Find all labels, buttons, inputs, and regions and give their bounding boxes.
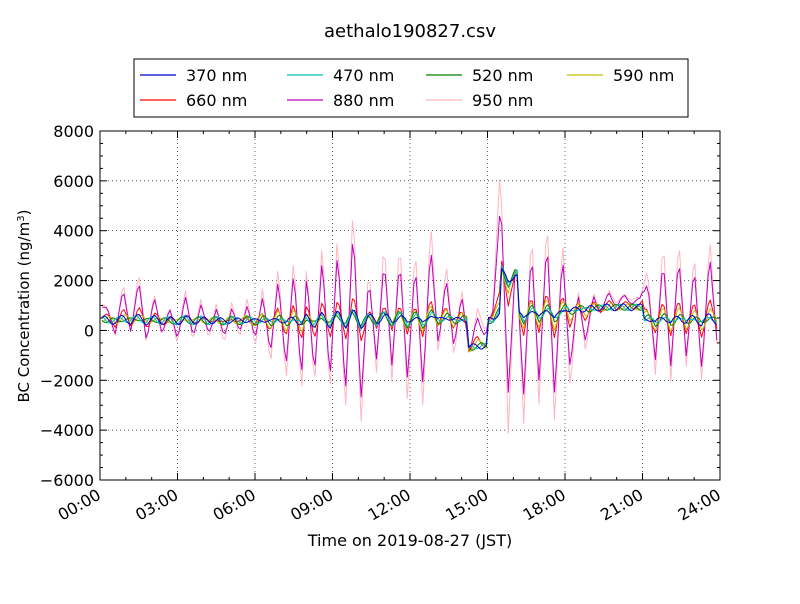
x-tick-label: 03:00 (132, 485, 181, 525)
series-line-520nm (101, 266, 718, 351)
x-tick-label: 21:00 (597, 485, 646, 525)
chart-title: aethalo190827.csv (324, 21, 496, 42)
x-tick-label: 18:00 (520, 485, 569, 525)
x-tick-label: 12:00 (365, 485, 414, 525)
legend-frame (133, 58, 689, 118)
y-tick-label: 4000 (53, 222, 94, 241)
x-axis-label: Time on 2019-08-27 (JST) (307, 531, 512, 550)
legend-entry-950nm: 950 nm (472, 91, 533, 110)
y-tick-label: 0 (84, 321, 94, 340)
y-axis-label-main: BC Concentration (ng/m (15, 222, 33, 403)
y-tick-label: −2000 (40, 371, 94, 390)
legend-entry-660nm: 660 nm (186, 91, 247, 110)
y-tick-label: 6000 (53, 172, 94, 191)
x-tick-label: 06:00 (210, 485, 259, 525)
y-tick-label: −4000 (40, 421, 94, 440)
y-tick-label: 8000 (53, 122, 94, 141)
x-tick-label: 00:00 (55, 485, 104, 525)
y-tick-label: 2000 (53, 272, 94, 291)
legend-entry-520nm: 520 nm (472, 66, 533, 85)
grid-layer (100, 131, 720, 480)
x-tick-label: 24:00 (675, 485, 724, 525)
y-axis-label-end: ) (15, 210, 33, 216)
series-line-370nm (101, 268, 718, 350)
series-line-470nm (101, 264, 717, 349)
legend-entry-370nm: 370 nm (186, 66, 247, 85)
legend-entry-470nm: 470 nm (333, 66, 394, 85)
x-tick-label: 09:00 (287, 485, 336, 525)
series-layer (101, 179, 718, 434)
tick-layer: 00:00 03:00 06:00 09:00 12:00 15:00 18:00 21:00… (40, 122, 724, 525)
y-axis-label-sup: 3 (16, 215, 27, 221)
y-axis-label: BC Concentration (ng/m3) (15, 210, 33, 403)
y-tick-label: −6000 (40, 471, 94, 490)
series-line-590nm (101, 266, 718, 352)
legend-entry-880nm: 880 nm (333, 91, 394, 110)
legend-entry-590nm: 590 nm (613, 66, 674, 85)
x-tick-label: 15:00 (442, 485, 491, 525)
legend: 370 nm 470 nm 520 nm 590 nm 660 nm 880 nm 950 … (133, 58, 689, 118)
